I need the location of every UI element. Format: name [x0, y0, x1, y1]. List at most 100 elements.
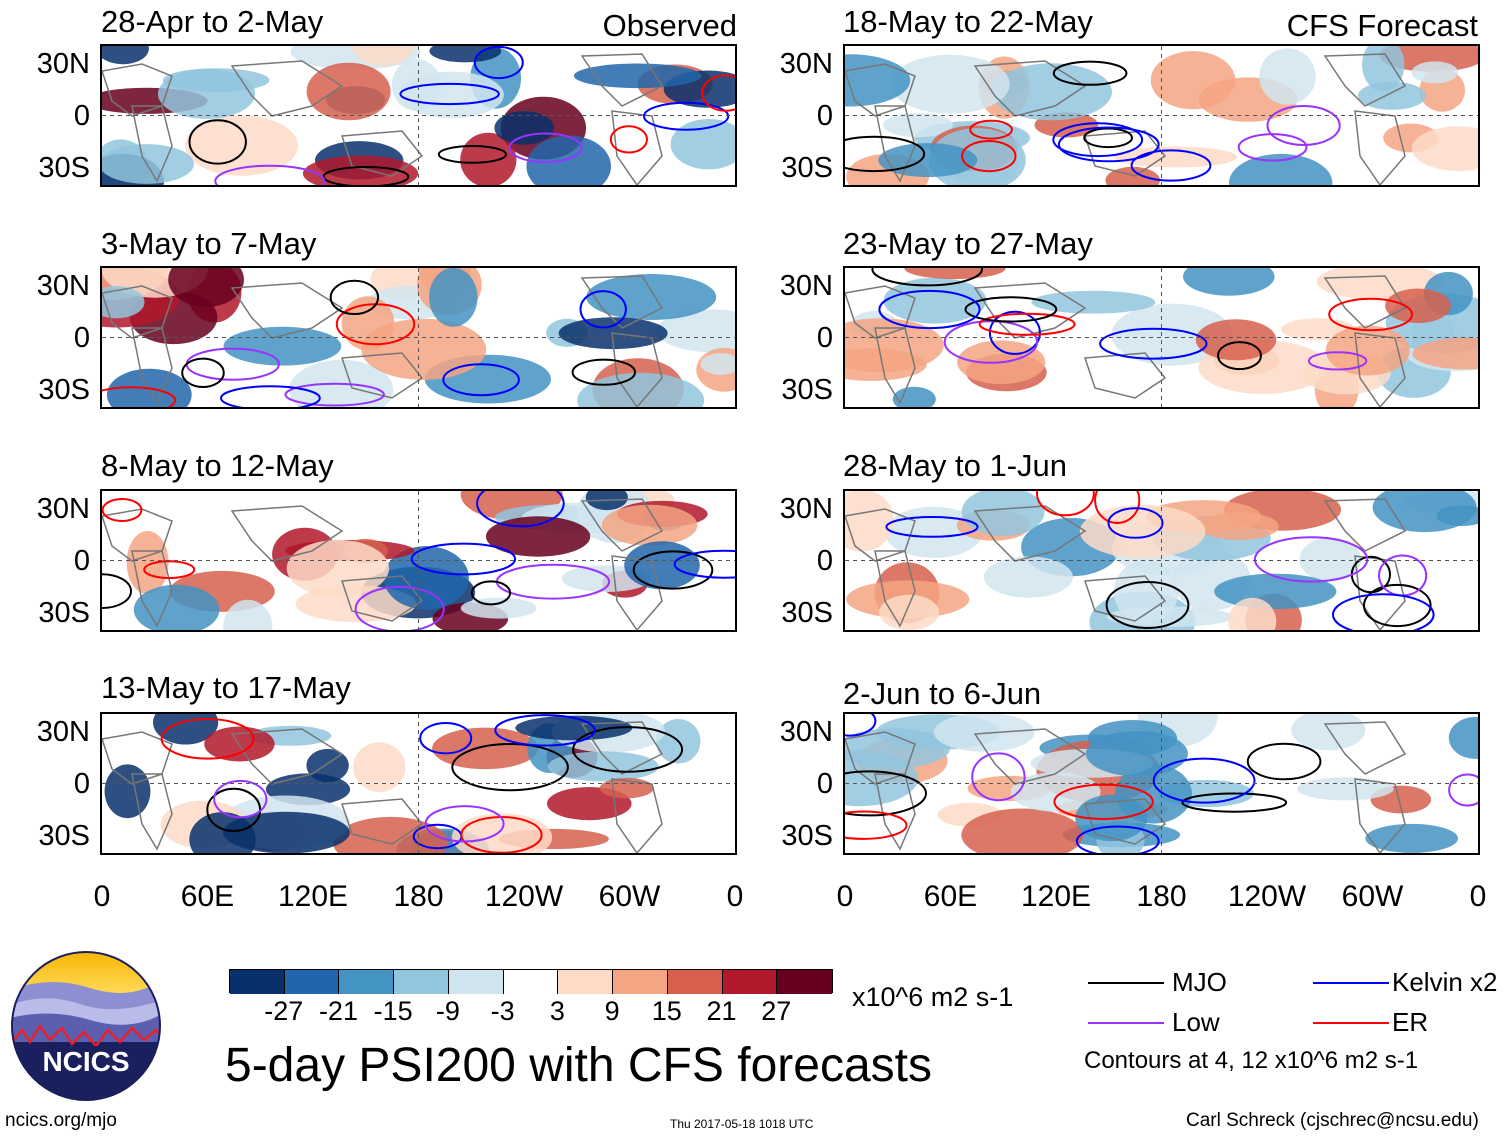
y-tick-label: 30S	[38, 820, 90, 852]
panel-forecast-3	[843, 489, 1480, 632]
contour-line	[1075, 825, 1160, 853]
panel-observed-3	[100, 489, 737, 632]
colorbar	[229, 969, 833, 994]
positive-anomaly	[601, 504, 698, 546]
negative-anomaly	[383, 546, 469, 610]
panel-title-fc-3: 28-May to 1-Jun	[843, 448, 1067, 483]
colorbar-swatch	[394, 970, 449, 994]
x-tick-label: 180	[1136, 880, 1187, 913]
negative-anomaly	[494, 111, 554, 145]
negative-anomaly	[1214, 573, 1337, 610]
contour-line	[1253, 536, 1369, 583]
positive-anomaly	[361, 318, 487, 380]
contour-line	[978, 312, 1076, 336]
negative-anomaly	[577, 372, 705, 407]
colorbar-swatch	[284, 970, 340, 994]
positive-anomaly	[1385, 288, 1451, 324]
contour-line	[643, 101, 730, 131]
contour-line	[419, 722, 473, 755]
panel-title-obs-1: 28-Apr to 2-May	[101, 4, 324, 39]
x-tick-label: 0	[93, 880, 111, 913]
legend-label: Low	[1172, 1007, 1220, 1037]
contour-note: Contours at 4, 12 x10^6 m2 s-1	[1084, 1047, 1419, 1074]
x-tick-label: 180	[393, 880, 444, 913]
contour-line	[322, 166, 410, 185]
positive-anomaly	[286, 539, 390, 597]
footer-author: Carl Schreck (cjschrec@ncsu.edu)	[1186, 1110, 1479, 1131]
x-tick-label: 60E	[180, 880, 235, 913]
legend-line	[1313, 1022, 1389, 1024]
x-tick-label: 60W	[1341, 880, 1404, 913]
negative-anomaly	[961, 491, 1045, 537]
continent-outline	[580, 498, 664, 552]
y-tick-label: 30S	[38, 597, 90, 629]
contour-line	[1105, 581, 1190, 629]
contour-line	[1152, 757, 1256, 804]
negative-anomaly	[1357, 81, 1426, 110]
negative-anomaly	[223, 599, 273, 630]
contour-line	[473, 46, 524, 80]
y-tick-label: 30N	[36, 48, 90, 80]
positive-anomaly	[352, 46, 414, 66]
continent-outline	[131, 105, 173, 183]
positive-anomaly	[961, 808, 1084, 853]
x-tick-label: 60E	[923, 880, 978, 913]
panel-title-obs-4: 13-May to 17-May	[101, 670, 351, 705]
negative-anomaly	[656, 309, 735, 353]
y-tick-label: 30N	[779, 716, 833, 748]
contour-line	[410, 542, 517, 576]
contour-line	[470, 580, 512, 606]
logo-text: NCICS	[42, 1046, 130, 1077]
negative-anomaly	[890, 54, 1010, 114]
continent-outline	[1354, 110, 1406, 185]
colorbar-label: 27	[761, 996, 792, 1026]
negative-anomaly	[133, 584, 220, 630]
colorbar-label: -27	[264, 996, 304, 1026]
y-tick-label: 0	[73, 100, 90, 132]
legend-line	[1088, 982, 1164, 984]
contour-line	[572, 726, 684, 773]
contour-line	[102, 573, 132, 609]
contour-line	[1052, 60, 1128, 86]
continent-outline	[131, 550, 173, 628]
contour-line	[964, 296, 1058, 323]
x-tick-label: 120W	[1227, 880, 1307, 913]
footer-url[interactable]: ncics.org/mjo	[5, 1110, 117, 1131]
continent-outline	[340, 798, 424, 845]
positive-anomaly	[845, 491, 894, 552]
x-tick-label: 120W	[484, 880, 564, 913]
field-map	[845, 714, 1478, 853]
y-tick-label: 30S	[38, 374, 90, 406]
y-tick-label: 0	[816, 322, 833, 354]
colorbar-label: -21	[318, 996, 358, 1026]
colorbar-swatch	[667, 970, 723, 994]
continent-outline	[973, 282, 1087, 339]
colorbar-label: -3	[490, 996, 515, 1026]
contour-line	[871, 268, 983, 287]
colorbar-label: 15	[651, 996, 682, 1026]
y-tick-label: 30S	[781, 374, 833, 406]
y-tick-label: 30N	[779, 493, 833, 525]
y-tick-label: 0	[816, 545, 833, 577]
negative-anomaly	[624, 541, 700, 590]
negative-anomaly	[102, 286, 145, 319]
contour-line	[969, 119, 1013, 140]
contour-line	[609, 125, 649, 154]
negative-anomaly	[1106, 606, 1234, 627]
negative-anomaly	[1010, 772, 1101, 812]
negative-anomaly	[882, 113, 954, 138]
legend-label: ER	[1392, 1007, 1429, 1037]
colorbar-swatch	[503, 970, 559, 994]
field-map	[102, 268, 735, 407]
negative-anomaly	[883, 277, 987, 324]
legend-line	[1313, 982, 1389, 984]
panel-title-obs-2: 3-May to 7-May	[101, 226, 317, 261]
positive-anomaly	[1325, 325, 1410, 376]
negative-anomaly	[547, 751, 659, 782]
colorbar-swatch	[613, 970, 668, 994]
contour-line	[1307, 351, 1368, 371]
positive-anomaly	[879, 594, 940, 630]
legend-line	[1088, 1022, 1164, 1024]
contour-line	[160, 718, 255, 760]
y-tick-label: 0	[73, 322, 90, 354]
